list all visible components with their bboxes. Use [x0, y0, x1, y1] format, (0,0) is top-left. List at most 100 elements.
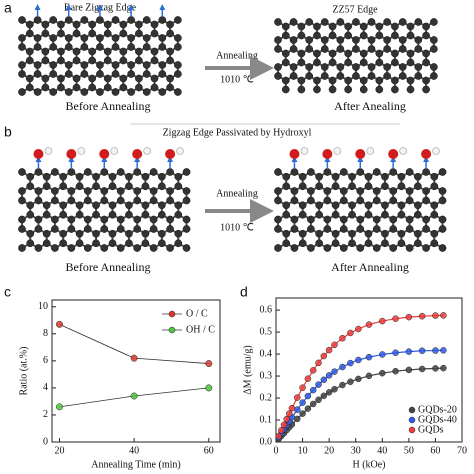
atom	[67, 196, 76, 205]
atom	[111, 61, 120, 69]
legend-marker	[168, 326, 176, 334]
data-point	[392, 315, 399, 322]
atom	[398, 72, 407, 80]
atom	[18, 88, 26, 96]
panel-label: a	[4, 0, 12, 16]
atom	[331, 172, 340, 181]
atom	[282, 229, 291, 238]
atom	[282, 182, 291, 191]
atom	[328, 58, 337, 67]
data-point	[130, 354, 138, 362]
atom	[67, 225, 76, 233]
atom	[320, 72, 329, 80]
data-point	[347, 329, 354, 337]
atom	[158, 239, 166, 248]
atom	[158, 182, 166, 191]
data-point	[294, 415, 301, 423]
atom	[34, 196, 43, 205]
data-point	[379, 317, 386, 325]
legend-label: GQDs-20	[418, 404, 457, 415]
atom	[182, 215, 191, 224]
data-point	[320, 392, 328, 400]
x-tick-label: 0	[274, 445, 279, 456]
atom	[174, 229, 183, 238]
atom	[298, 201, 307, 210]
atom	[430, 72, 438, 80]
atom	[42, 229, 51, 238]
atom	[414, 210, 422, 219]
atom	[375, 58, 384, 67]
y-tick-label: 0.3	[260, 370, 273, 381]
data-point	[405, 366, 413, 374]
atom	[372, 225, 381, 233]
atom	[281, 31, 290, 40]
atom	[26, 239, 35, 248]
atom	[72, 20, 81, 29]
atom	[315, 239, 323, 248]
data-point	[278, 427, 285, 434]
atom	[422, 31, 430, 40]
atom	[135, 20, 143, 29]
x-tick-label: 60	[430, 445, 440, 456]
atom	[274, 196, 282, 205]
oxygen	[33, 149, 44, 159]
x-tick-label: 40	[377, 445, 387, 456]
atom	[348, 201, 356, 210]
atom	[305, 72, 314, 80]
y-tick-label: 0.4	[260, 348, 273, 359]
atom	[352, 63, 360, 71]
diagram-label: After Annealing	[331, 260, 409, 274]
atom	[51, 187, 59, 195]
atom	[422, 215, 430, 224]
atom	[174, 88, 182, 96]
atom	[42, 201, 51, 210]
atom	[406, 31, 415, 40]
atom	[359, 58, 368, 67]
atom	[116, 196, 125, 205]
arrow-label: Annealing	[216, 50, 258, 61]
atom	[438, 244, 447, 252]
data-point	[440, 347, 447, 354]
data-point	[440, 312, 447, 319]
atom	[75, 201, 84, 210]
atom	[307, 215, 315, 224]
atom	[391, 22, 399, 31]
atom	[406, 85, 415, 94]
atom	[356, 215, 365, 224]
atom	[281, 58, 290, 67]
atom	[381, 210, 389, 219]
atom	[25, 47, 34, 56]
atom	[336, 63, 345, 71]
atom	[364, 201, 373, 210]
x-tick-label: 70	[457, 445, 467, 456]
atom	[59, 210, 67, 219]
atom	[25, 20, 34, 29]
atom	[356, 196, 365, 205]
atom	[125, 229, 133, 238]
data-point	[304, 405, 312, 412]
atom	[348, 239, 356, 248]
atom	[127, 43, 135, 51]
atom	[72, 74, 81, 83]
atom	[174, 182, 183, 191]
atom	[26, 182, 35, 191]
atom	[92, 182, 100, 191]
data-point	[286, 410, 293, 417]
atom	[64, 70, 73, 78]
atom	[281, 49, 290, 58]
atom	[274, 45, 282, 53]
x-tick-label: 20	[54, 445, 64, 456]
atom	[328, 31, 337, 40]
atom	[367, 45, 376, 53]
atom	[344, 31, 352, 40]
atom	[282, 210, 291, 219]
data-point	[379, 369, 386, 377]
atom	[397, 182, 406, 191]
atom	[174, 43, 182, 51]
y-axis-label: Ratio (at.%)	[18, 347, 29, 396]
atom	[336, 72, 345, 80]
atom	[352, 18, 360, 26]
atom	[297, 49, 306, 58]
atom	[389, 187, 398, 195]
atom	[364, 182, 373, 191]
